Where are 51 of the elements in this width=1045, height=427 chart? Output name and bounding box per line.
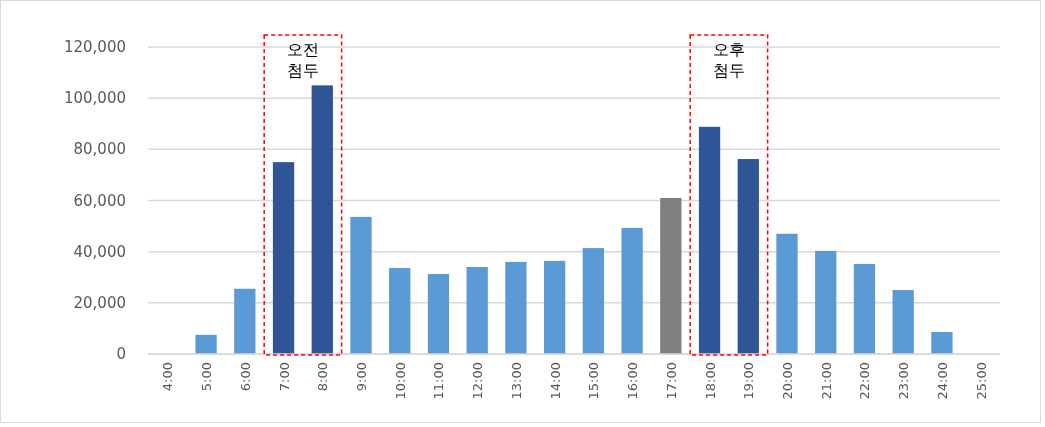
x-tick-label: 21:00	[818, 362, 834, 400]
bar	[931, 332, 953, 354]
x-tick-label: 12:00	[470, 362, 486, 400]
x-tick-label: 6:00	[237, 362, 253, 392]
bar	[350, 216, 372, 354]
bar	[621, 227, 643, 354]
bar	[543, 260, 566, 354]
annotation: 오후 첨두	[712, 40, 745, 80]
y-tick-label: 20,000	[73, 293, 126, 312]
bar	[815, 250, 837, 354]
x-tick-label: 15:00	[586, 362, 602, 400]
x-tick-label: 16:00	[625, 362, 641, 400]
x-tick-label: 9:00	[354, 362, 369, 392]
bar	[582, 248, 605, 354]
bar	[505, 261, 527, 354]
bar	[660, 197, 682, 354]
x-tick-label: 18:00	[702, 362, 718, 400]
bar	[698, 126, 721, 354]
x-tick-label: 17:00	[663, 362, 679, 400]
x-tick-label: 7:00	[276, 362, 292, 392]
bar	[311, 85, 333, 354]
y-tick-label: 0	[116, 345, 126, 363]
y-tick-label: 60,000	[73, 191, 126, 210]
x-tick-label: 13:00	[508, 362, 524, 400]
bar	[195, 334, 217, 354]
bar	[776, 233, 798, 354]
x-tick-label: 14:00	[547, 362, 563, 400]
x-tick-label: 24:00	[934, 362, 950, 400]
annotation: 오전 첨두	[286, 40, 319, 80]
bar	[737, 159, 759, 354]
bar	[853, 263, 876, 354]
x-tick-label: 22:00	[857, 362, 873, 400]
x-tick-label: 10:00	[392, 362, 408, 400]
bar	[389, 268, 411, 354]
y-tick-label: 40,000	[73, 242, 126, 261]
y-tick-label: 100,000	[63, 89, 126, 108]
x-tick-label: 20:00	[780, 362, 795, 400]
bar	[272, 162, 295, 354]
x-tick-label: 4:00	[160, 362, 176, 392]
x-tick-label: 25:00	[973, 362, 989, 400]
x-tick-label: 5:00	[199, 362, 215, 392]
bar	[234, 288, 256, 354]
x-tick-label: 8:00	[315, 362, 331, 392]
x-tick-label: 11:00	[431, 362, 447, 400]
y-tick-label: 80,000	[73, 140, 126, 159]
x-tick-label: 19:00	[741, 362, 757, 400]
bar	[427, 273, 450, 354]
x-tick-label: 23:00	[896, 362, 912, 400]
bar	[466, 267, 488, 354]
y-tick-label: 120,000	[63, 38, 126, 56]
bar	[892, 290, 914, 354]
